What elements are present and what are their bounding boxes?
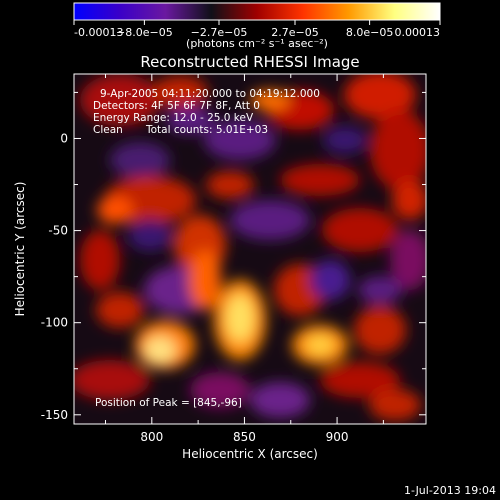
x-tick-label: 900 [326,430,349,444]
y-tick-label: -150 [41,408,68,422]
y-tick-label: -100 [41,316,68,330]
colorbar-tick-label: 2.7e−05 [271,26,318,39]
colorbar-tick-label: −8.0e−05 [116,26,173,39]
x-tick-label: 850 [233,430,256,444]
colorbar-tick-label: −2.7e−05 [191,26,248,39]
colorbar-tick-label: 8.0e−05 [346,26,393,39]
annotation-peak: Position of Peak = [845,-96] [95,397,242,409]
axis-ticks: 800 850 900 0 -50 -100 -150 [41,74,426,444]
plot-title: Reconstructed RHESSI Image [140,53,359,71]
plot-frame [73,73,427,425]
footer-date: 1-Jul-2013 19:04 [404,484,496,497]
annotation-method: Clean [93,124,123,136]
colorbar-tick-label: -0.00013 [74,26,123,39]
colorbar-units: (photons cm⁻² s⁻¹ asec⁻²) [186,37,328,50]
colorbar [73,2,441,21]
x-axis-label: Heliocentric X (arcsec) [182,447,318,461]
y-axis-label: Heliocentric Y (arcsec) [13,182,27,317]
x-tick-label: 800 [140,430,163,444]
image-map [74,74,426,424]
y-tick-label: -50 [48,224,68,238]
annotation-energy: Energy Range: 12.0 - 25.0 keV [93,112,254,124]
colorbar-ticks: -0.00013−8.0e−05 −2.7e−05 2.7e−05 8.0e−05 0.… [73,20,441,39]
annotation-time-range: 9-Apr-2005 04:11:20.000 to 04:19:12.000 [100,88,320,100]
annotation-detectors: Detectors: 4F 5F 6F 7F 8F, Att 0 [93,100,260,112]
y-tick-label: 0 [60,131,68,145]
annotation-counts: Total counts: 5.01E+03 [145,124,268,136]
colorbar-tick-label: 0.00013 [395,26,441,39]
